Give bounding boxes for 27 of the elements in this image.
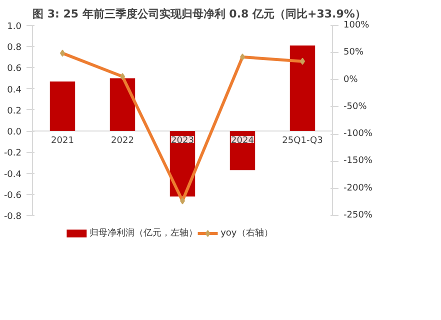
- x-tick-label: 2022: [111, 136, 134, 146]
- y2-tick-label: 100%: [344, 20, 370, 30]
- y2-tick-label: -150%: [344, 156, 373, 166]
- y-tick-label: 0.4: [7, 85, 22, 96]
- y-tick-label: -0.8: [4, 212, 22, 222]
- y2-tick-label: -100%: [344, 129, 373, 140]
- y2-tick-label: -50%: [344, 102, 368, 112]
- y-tick-label: 0.8: [7, 43, 22, 54]
- legend-label: 归母净利润（亿元，左轴）: [90, 228, 198, 238]
- x-tick-label: 2021: [51, 136, 74, 146]
- chart-title: 图 3: 25 年前三季度公司实现归母净利 0.8 亿元（同比+33.9%）: [32, 8, 366, 20]
- x-tick-label: 25Q1-Q3: [282, 136, 323, 146]
- y-tick-label: 0.0: [7, 128, 22, 138]
- y-tick-label: -0.6: [4, 190, 22, 201]
- y-tick-label: 0.6: [7, 64, 22, 74]
- y2-tick-label: -200%: [344, 183, 373, 194]
- legend-label: yoy（右轴）: [220, 228, 273, 238]
- y2-tick-label: 50%: [344, 48, 364, 58]
- y2-tick-label: -250%: [344, 210, 373, 220]
- bar: [110, 78, 136, 132]
- bar: [50, 81, 76, 132]
- y-tick-label: -0.2: [4, 148, 22, 159]
- y-tick-label: 0.2: [7, 106, 22, 116]
- bar: [290, 46, 316, 132]
- y2-tick-label: 0%: [344, 74, 358, 85]
- y-tick-label: 1.0: [7, 22, 22, 32]
- y-tick-label: -0.4: [4, 170, 22, 180]
